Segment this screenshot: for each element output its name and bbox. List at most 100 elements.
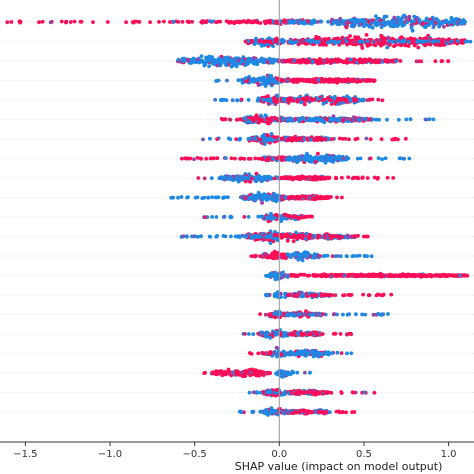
shap-point <box>441 272 446 277</box>
shap-point <box>272 176 277 181</box>
shap-point <box>373 20 377 24</box>
shap-point <box>242 215 247 219</box>
shap-point <box>321 42 325 47</box>
shap-point <box>221 196 226 200</box>
shap-point <box>313 40 318 44</box>
shap-point <box>468 39 473 44</box>
shap-point <box>384 274 389 278</box>
shap-point <box>316 195 321 200</box>
shap-point <box>307 79 312 84</box>
shap-point <box>223 234 228 239</box>
shap-point <box>286 155 291 160</box>
shap-point <box>279 236 284 240</box>
shap-point <box>301 77 305 82</box>
shap-point <box>338 16 343 21</box>
shap-point <box>350 274 355 278</box>
shap-point <box>336 102 340 106</box>
feature-row-4 <box>214 73 377 88</box>
shap-point <box>310 59 315 64</box>
shap-point <box>280 78 285 83</box>
shap-point <box>245 79 249 84</box>
shap-point <box>312 138 317 143</box>
shap-point <box>329 274 334 279</box>
shap-point <box>271 44 275 48</box>
shap-point <box>425 274 430 279</box>
shap-point <box>304 78 309 83</box>
shap-point <box>306 19 311 24</box>
shap-point <box>199 234 203 239</box>
shap-point <box>319 38 324 42</box>
shap-point <box>409 273 414 277</box>
shap-point <box>317 234 322 239</box>
shap-point <box>228 137 233 142</box>
shap-point <box>354 20 358 24</box>
shap-point <box>264 97 269 102</box>
shap-point <box>268 137 272 142</box>
shap-point <box>381 42 386 47</box>
shap-point <box>385 45 390 50</box>
shap-point <box>285 273 290 278</box>
shap-point <box>224 19 229 24</box>
shap-point <box>347 137 351 142</box>
shap-point <box>250 176 254 181</box>
shap-point <box>265 137 269 142</box>
shap-point <box>233 156 237 161</box>
shap-point <box>358 19 363 24</box>
shap-point <box>384 14 389 19</box>
shap-point <box>188 59 193 64</box>
shap-point <box>376 175 380 180</box>
shap-point <box>229 64 234 69</box>
shap-point <box>291 79 295 84</box>
shap-point <box>306 177 311 182</box>
shap-point <box>309 39 313 43</box>
shap-point <box>290 117 295 122</box>
shap-point <box>454 273 459 278</box>
shap-point <box>365 98 370 102</box>
shap-point <box>294 78 299 83</box>
feature-row-14 <box>264 270 470 282</box>
shap-point <box>213 97 218 102</box>
shap-point <box>296 155 301 160</box>
shap-point <box>434 17 439 21</box>
shap-point <box>368 273 373 278</box>
feature-row-8 <box>180 151 412 165</box>
shap-point <box>324 157 329 161</box>
shap-point <box>424 117 429 122</box>
shap-point <box>195 57 200 62</box>
shap-point <box>464 39 468 44</box>
shap-point <box>215 59 220 64</box>
shap-point <box>403 43 408 48</box>
shap-point <box>358 156 363 161</box>
shap-point <box>239 78 244 82</box>
shap-point <box>91 20 95 24</box>
shap-point <box>214 20 219 25</box>
shap-point <box>348 34 352 38</box>
shap-point <box>405 20 410 24</box>
shap-point <box>131 20 136 25</box>
shap-point <box>203 60 208 64</box>
shap-point <box>332 20 336 25</box>
shap-point <box>309 138 313 142</box>
shap-point <box>465 273 470 278</box>
shap-point <box>362 254 367 258</box>
shap-point <box>326 95 330 100</box>
shap-point <box>18 20 22 25</box>
shap-point <box>339 58 343 63</box>
shap-point <box>402 13 407 18</box>
shap-point <box>383 59 388 64</box>
shap-point <box>187 19 192 24</box>
shap-point <box>244 20 249 25</box>
shap-point <box>440 59 445 63</box>
shap-point <box>204 56 209 61</box>
shap-point <box>213 195 218 200</box>
shap-point <box>273 232 277 237</box>
shap-point <box>285 176 290 180</box>
shap-point <box>253 156 258 161</box>
shap-point <box>200 58 204 63</box>
shap-point <box>268 241 273 246</box>
shap-point <box>242 157 247 161</box>
shap-point <box>190 20 195 24</box>
shap-point <box>344 25 349 30</box>
shap-point <box>360 98 365 102</box>
